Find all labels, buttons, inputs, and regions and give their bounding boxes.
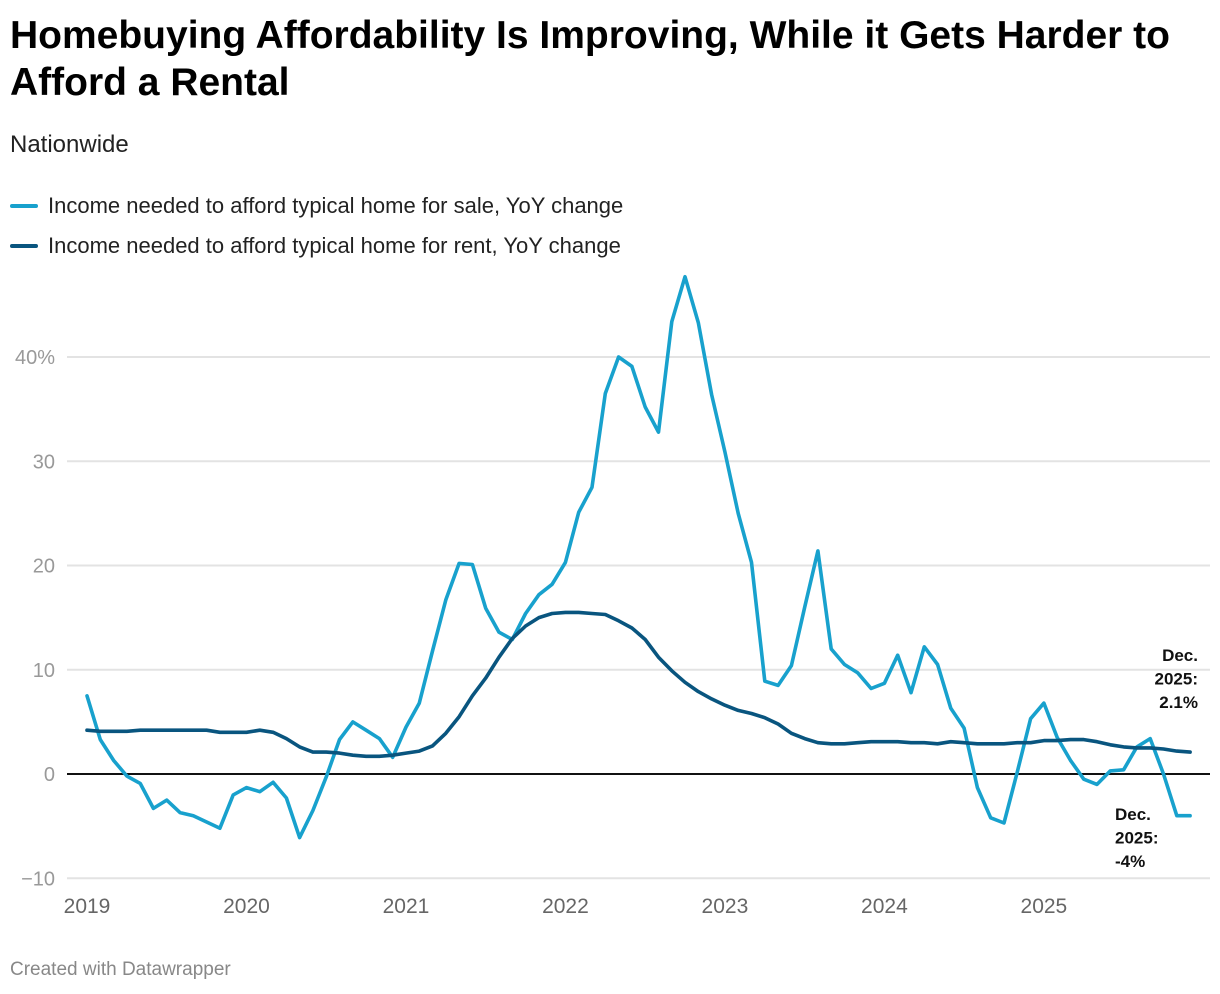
- series-line-rent: [85, 610, 1192, 759]
- series-line-sale: [85, 274, 1192, 840]
- x-tick-label: 2020: [223, 895, 270, 918]
- annotation-sale-end: Dec.: [1115, 805, 1151, 824]
- legend-item-rent: Income needed to afford typical home for…: [10, 226, 623, 266]
- legend-swatch-rent: [10, 244, 38, 248]
- legend-label-sale: Income needed to afford typical home for…: [48, 193, 624, 218]
- y-tick-label: 40%: [15, 347, 55, 369]
- footer-credit: Created with Datawrapper: [10, 959, 231, 980]
- annotation-sale-end: -4%: [1115, 852, 1145, 871]
- legend-swatch-sale: [10, 204, 38, 208]
- chart-subtitle: Nationwide: [10, 131, 129, 158]
- x-tick-label: 2019: [64, 895, 111, 918]
- y-tick-label: 30: [33, 451, 55, 473]
- x-tick-label: 2025: [1021, 895, 1068, 918]
- x-tick-label: 2023: [702, 895, 749, 918]
- legend-label-rent: Income needed to afford typical home for…: [48, 233, 621, 258]
- annotation-rent-end: 2025:: [1155, 670, 1198, 689]
- x-tick-label: 2024: [861, 895, 908, 918]
- annotation-rent-end: Dec.: [1162, 646, 1198, 665]
- x-tick-label: 2021: [383, 895, 430, 918]
- x-tick-label: 2022: [542, 895, 589, 918]
- y-tick-label: 10: [33, 660, 55, 682]
- legend-item-sale: Income needed to afford typical home for…: [10, 186, 623, 226]
- chart-title: Homebuying Affordability Is Improving, W…: [10, 14, 1170, 104]
- y-tick-label: 0: [44, 764, 55, 786]
- annotation-rent-end: 2.1%: [1159, 693, 1198, 712]
- y-tick-label: 20: [33, 556, 55, 578]
- annotation-sale-end: 2025:: [1115, 829, 1158, 848]
- y-tick-label: −10: [21, 868, 55, 890]
- legend: Income needed to afford typical home for…: [10, 186, 623, 266]
